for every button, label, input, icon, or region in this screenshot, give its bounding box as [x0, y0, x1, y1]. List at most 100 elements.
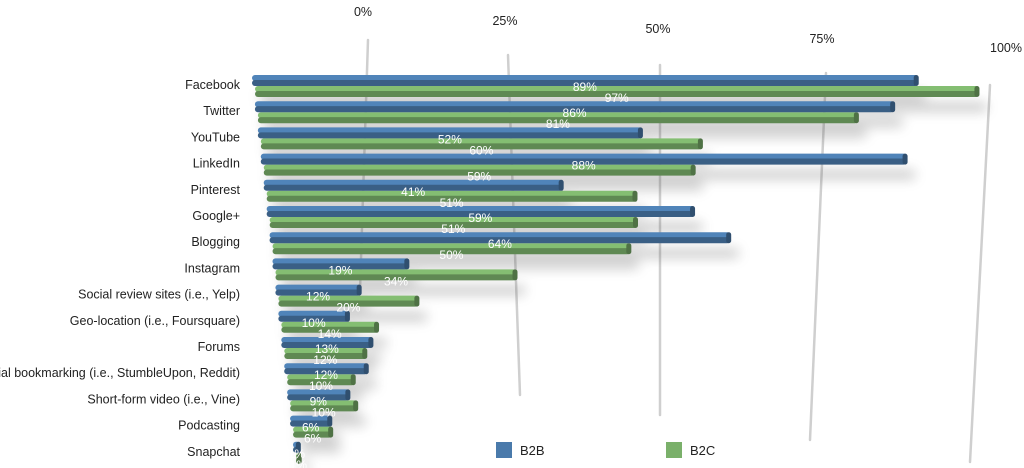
bar-top-face — [278, 295, 419, 302]
bar-top-face — [272, 258, 409, 265]
bar-top-face — [257, 112, 858, 119]
bar-end-cap — [637, 127, 643, 139]
bar-front-face — [293, 431, 333, 438]
bar-value-label: 59% — [468, 211, 492, 225]
bar-value-label: 59% — [467, 170, 491, 184]
bar-end-cap — [853, 112, 859, 124]
bar-b2b — [290, 415, 333, 427]
category-label: Podcasting — [178, 419, 240, 433]
bar-top-face — [281, 337, 373, 344]
category-label: Google+ — [192, 209, 240, 223]
bar-b2c — [290, 400, 359, 412]
bars: 1%1%6%6%10%9%10%12%12%13%14%10%20%12%34%… — [252, 75, 980, 468]
bar-end-cap — [974, 86, 980, 97]
bar-top-face — [290, 400, 358, 407]
bar-b2c — [263, 164, 696, 176]
bar-top-face — [263, 164, 695, 171]
bar-end-cap — [404, 258, 410, 270]
bar-end-cap — [295, 441, 301, 453]
bar-front-face — [254, 106, 895, 113]
category-label: Blogging — [191, 235, 240, 249]
bar-front-face — [281, 326, 379, 333]
bar-b2c — [269, 217, 639, 228]
bar-top-face — [272, 243, 631, 250]
x-tick-label: 75% — [809, 32, 834, 46]
bar-top-face — [287, 374, 355, 381]
bar-value-label: 10% — [302, 316, 326, 330]
bar-value-label: 10% — [312, 405, 336, 419]
bar-b2b — [278, 310, 350, 322]
legend-label-b2c: B2C — [690, 443, 715, 458]
bar-end-cap — [626, 243, 632, 255]
bar-value-label: 64% — [488, 237, 512, 251]
category-label: Instagram — [184, 261, 240, 275]
bar-end-cap — [350, 374, 356, 386]
bar-value-label: 12% — [306, 290, 330, 304]
bar-value-label: 52% — [438, 132, 462, 146]
bar-end-cap — [414, 295, 420, 307]
bar-b2b — [254, 101, 896, 113]
bar-b2c — [287, 374, 356, 386]
bar-value-label: 10% — [309, 379, 333, 393]
bar-b2c — [296, 452, 302, 464]
grid-line — [968, 83, 992, 464]
bar-front-face — [252, 79, 918, 86]
bar-top-face — [290, 415, 332, 422]
bar-top-face — [269, 217, 638, 224]
bar-value-label: 51% — [441, 222, 465, 236]
bar-b2c — [293, 426, 334, 438]
bar-front-face — [260, 158, 907, 165]
bar-shadow — [283, 286, 525, 295]
bar-top-face — [281, 321, 379, 328]
bar-top-face — [255, 86, 979, 93]
bar-end-cap — [344, 310, 350, 322]
bar-b2b — [287, 389, 351, 401]
bar-b2c — [275, 269, 518, 281]
bar-top-face — [269, 232, 731, 239]
bar-end-cap — [353, 400, 359, 412]
bar-front-face — [290, 420, 332, 427]
bar-top-face — [275, 269, 517, 276]
bar-end-cap — [726, 232, 732, 244]
bar-front-face — [255, 90, 979, 97]
bar-top-face — [263, 179, 563, 186]
bar-end-cap — [890, 101, 896, 113]
bar-b2b — [252, 75, 919, 86]
bar-end-cap — [558, 179, 564, 191]
bar-value-label: 50% — [439, 248, 463, 262]
category-label: Social bookmarking (i.e., StumbleUpon, R… — [0, 366, 240, 380]
bar-top-face — [266, 190, 637, 197]
bar-b2c — [266, 190, 638, 202]
x-tick-label: 0% — [354, 5, 372, 19]
bar-top-face — [293, 426, 333, 433]
bar-b2b — [260, 153, 908, 165]
bar-value-label: 88% — [572, 159, 596, 173]
bar-shadow — [280, 260, 639, 269]
bar-top-face — [260, 138, 702, 145]
bar-value-label: 89% — [573, 80, 597, 94]
bar-top-face — [275, 284, 361, 291]
bar-front-face — [263, 169, 695, 176]
bar-end-cap — [913, 75, 919, 86]
bar-top-face — [254, 101, 895, 108]
legend-swatch-b2b — [496, 442, 512, 458]
bar-b2c — [281, 321, 380, 333]
bar-end-cap — [690, 164, 696, 176]
bar-front-face — [287, 394, 350, 401]
bar-b2b — [272, 258, 410, 270]
bar-value-label: 12% — [313, 353, 337, 367]
bar-value-label: 86% — [563, 106, 587, 120]
bar-b2b — [266, 206, 696, 217]
bar-shadow — [286, 312, 427, 321]
bar-value-label: 12% — [314, 368, 338, 382]
bar-end-cap — [363, 363, 369, 375]
bar-b2b — [275, 284, 362, 296]
bar-end-cap — [328, 426, 334, 438]
bar-value-label: 60% — [469, 143, 493, 157]
bar-b2b — [263, 179, 564, 191]
bar-b2b — [293, 441, 301, 453]
category-label: YouTube — [191, 130, 240, 144]
bar-front-face — [275, 289, 361, 296]
bar-end-cap — [633, 217, 639, 228]
